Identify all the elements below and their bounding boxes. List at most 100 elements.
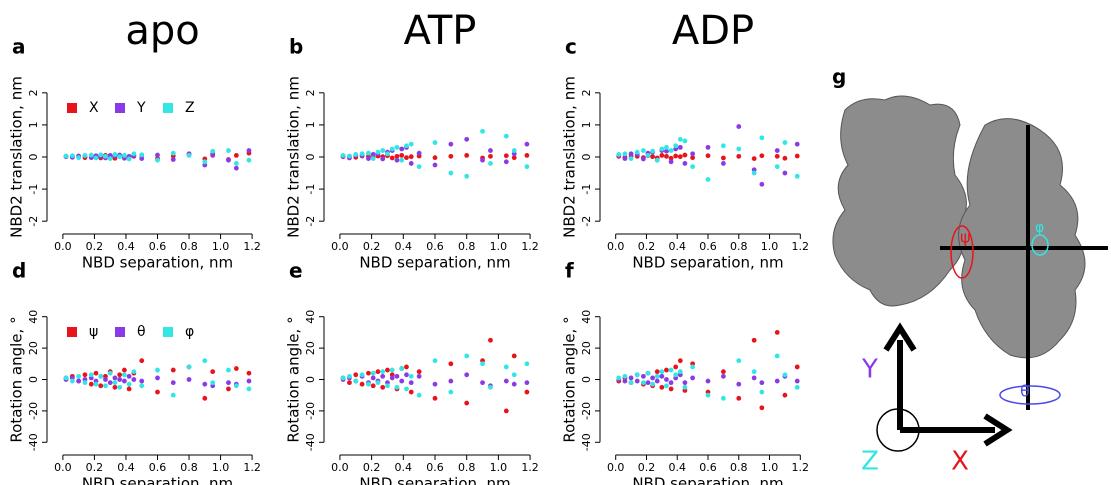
point bbox=[634, 378, 640, 384]
psi-rotation bbox=[950, 225, 974, 279]
point bbox=[511, 148, 517, 153]
point bbox=[408, 141, 414, 147]
point bbox=[139, 378, 145, 384]
point bbox=[650, 375, 656, 381]
y-tick-label: 2 bbox=[304, 89, 317, 96]
point bbox=[126, 156, 132, 162]
point bbox=[103, 153, 108, 159]
point bbox=[155, 389, 160, 395]
y-tick-label: -20 bbox=[27, 402, 40, 420]
point bbox=[139, 358, 145, 364]
point bbox=[751, 369, 757, 375]
point bbox=[524, 141, 530, 147]
point bbox=[774, 164, 780, 170]
point bbox=[233, 366, 239, 371]
point bbox=[622, 156, 628, 162]
x-tick-label: 1.0 bbox=[212, 240, 230, 253]
y-tick-label: -2 bbox=[304, 216, 317, 227]
legend-label: Y bbox=[136, 100, 146, 116]
x-tick-label: 1.2 bbox=[521, 240, 539, 253]
point bbox=[524, 152, 530, 158]
x-tick-label: 1.0 bbox=[212, 461, 230, 474]
point bbox=[385, 383, 390, 389]
point bbox=[524, 164, 530, 170]
point bbox=[155, 375, 160, 381]
legend-swatch bbox=[163, 103, 173, 113]
y-tick-label: -40 bbox=[304, 433, 317, 451]
point bbox=[131, 369, 137, 375]
point bbox=[416, 373, 422, 379]
point bbox=[511, 353, 517, 359]
point bbox=[503, 408, 509, 414]
point bbox=[640, 380, 646, 386]
y-tick-label: 0 bbox=[27, 376, 40, 383]
x-tick-label: 0.6 bbox=[149, 461, 167, 474]
x-tick-label: 0.6 bbox=[426, 461, 444, 474]
point bbox=[782, 170, 788, 176]
legend-swatch bbox=[115, 327, 125, 337]
y-tick-label: -1 bbox=[27, 184, 40, 195]
x-tick-label: 0.0 bbox=[54, 240, 72, 253]
point bbox=[720, 395, 726, 401]
point bbox=[370, 375, 376, 381]
point bbox=[399, 157, 405, 163]
point bbox=[170, 392, 176, 398]
point bbox=[394, 157, 400, 163]
point bbox=[634, 372, 640, 378]
point bbox=[759, 181, 765, 187]
y-tick-label: 2 bbox=[580, 89, 593, 96]
y-tick-label: 0 bbox=[580, 376, 593, 383]
point bbox=[340, 375, 346, 381]
point bbox=[616, 375, 622, 381]
point bbox=[399, 146, 405, 152]
point bbox=[677, 136, 683, 142]
point bbox=[359, 381, 365, 387]
y-tick-label: 1 bbox=[580, 121, 593, 128]
point bbox=[385, 367, 390, 373]
point bbox=[408, 389, 414, 395]
point bbox=[774, 353, 780, 359]
x-tick-label: 0.6 bbox=[699, 461, 717, 474]
point bbox=[720, 143, 726, 149]
point bbox=[664, 148, 669, 154]
point bbox=[404, 372, 409, 378]
x-tick-label: 1.0 bbox=[761, 461, 779, 474]
point bbox=[76, 378, 82, 384]
point bbox=[370, 152, 376, 157]
point bbox=[659, 373, 665, 379]
theta-label: θ bbox=[1020, 382, 1030, 401]
point bbox=[117, 372, 123, 378]
legend-label: X bbox=[89, 100, 99, 116]
point bbox=[69, 378, 75, 384]
point bbox=[736, 146, 742, 152]
x-tick-label: 0.8 bbox=[730, 461, 748, 474]
point bbox=[246, 378, 252, 384]
panel-label: a bbox=[12, 35, 26, 59]
point bbox=[464, 173, 470, 179]
point bbox=[359, 372, 365, 378]
point bbox=[226, 386, 231, 392]
legend-swatch bbox=[115, 103, 125, 113]
point bbox=[677, 144, 683, 150]
point bbox=[76, 373, 82, 379]
point bbox=[448, 141, 454, 147]
point bbox=[774, 153, 780, 159]
x-tick-label: 0.6 bbox=[149, 240, 167, 253]
point bbox=[736, 124, 742, 129]
x-tick-label: 1.0 bbox=[761, 240, 779, 253]
point bbox=[82, 372, 88, 378]
x-tick-label: 1.0 bbox=[490, 461, 508, 474]
point bbox=[794, 364, 800, 370]
y-tick-label: 40 bbox=[580, 310, 593, 324]
point bbox=[112, 384, 118, 390]
point bbox=[112, 375, 118, 381]
x-tick-label: 0.4 bbox=[668, 461, 686, 474]
point bbox=[524, 361, 530, 367]
point bbox=[720, 161, 726, 166]
point bbox=[464, 400, 470, 406]
z-axis-circle bbox=[876, 408, 920, 452]
point bbox=[736, 358, 742, 364]
point bbox=[503, 133, 509, 139]
point bbox=[664, 144, 669, 150]
